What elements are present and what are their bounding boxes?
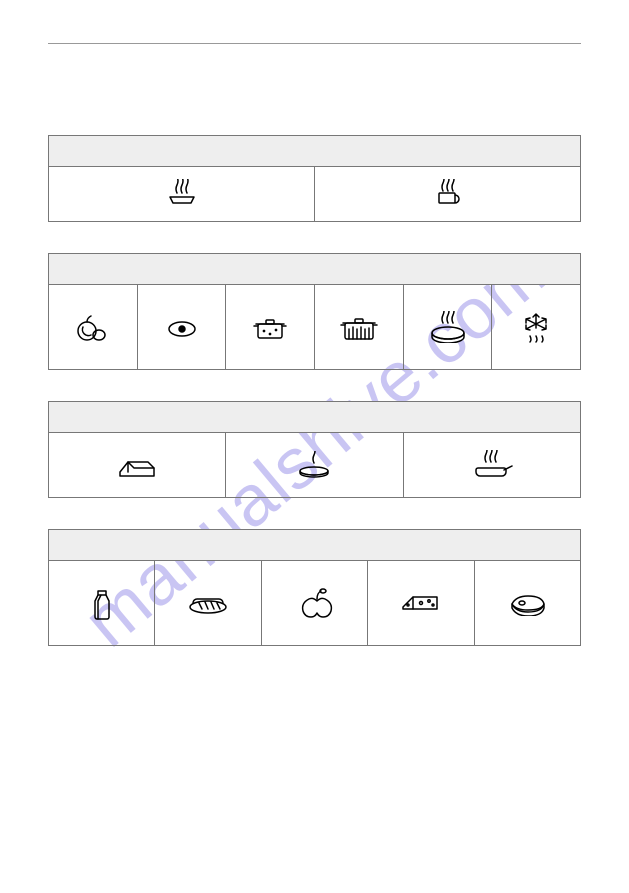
section-body: [49, 285, 580, 369]
hot-drink-icon: [315, 167, 580, 221]
page: manualshive.com: [0, 0, 629, 893]
pot-icon: [226, 285, 315, 369]
steam-pan-icon: [226, 433, 403, 497]
section-header: [49, 402, 580, 433]
butter-icon: [49, 433, 226, 497]
fruit-icon: [262, 561, 368, 645]
section-header: [49, 136, 580, 167]
boiling-pot-icon: [315, 285, 404, 369]
section-0: [48, 135, 581, 222]
milk-icon: [49, 561, 155, 645]
vegetables-icon: [49, 285, 138, 369]
section-body: [49, 433, 580, 497]
egg-icon: [138, 285, 227, 369]
steak-icon: [475, 561, 580, 645]
section-body: [49, 561, 580, 645]
section-2: [48, 401, 581, 498]
section-body: [49, 167, 580, 221]
section-header: [49, 254, 580, 285]
casserole-icon: [404, 285, 493, 369]
defrost-icon: [492, 285, 580, 369]
header-rule: [48, 43, 581, 44]
keep-warm-icon: [49, 167, 315, 221]
section-header: [49, 530, 580, 561]
fry-pan-icon: [404, 433, 580, 497]
section-1: [48, 253, 581, 370]
section-3: [48, 529, 581, 646]
bread-icon: [155, 561, 261, 645]
cheese-icon: [368, 561, 474, 645]
